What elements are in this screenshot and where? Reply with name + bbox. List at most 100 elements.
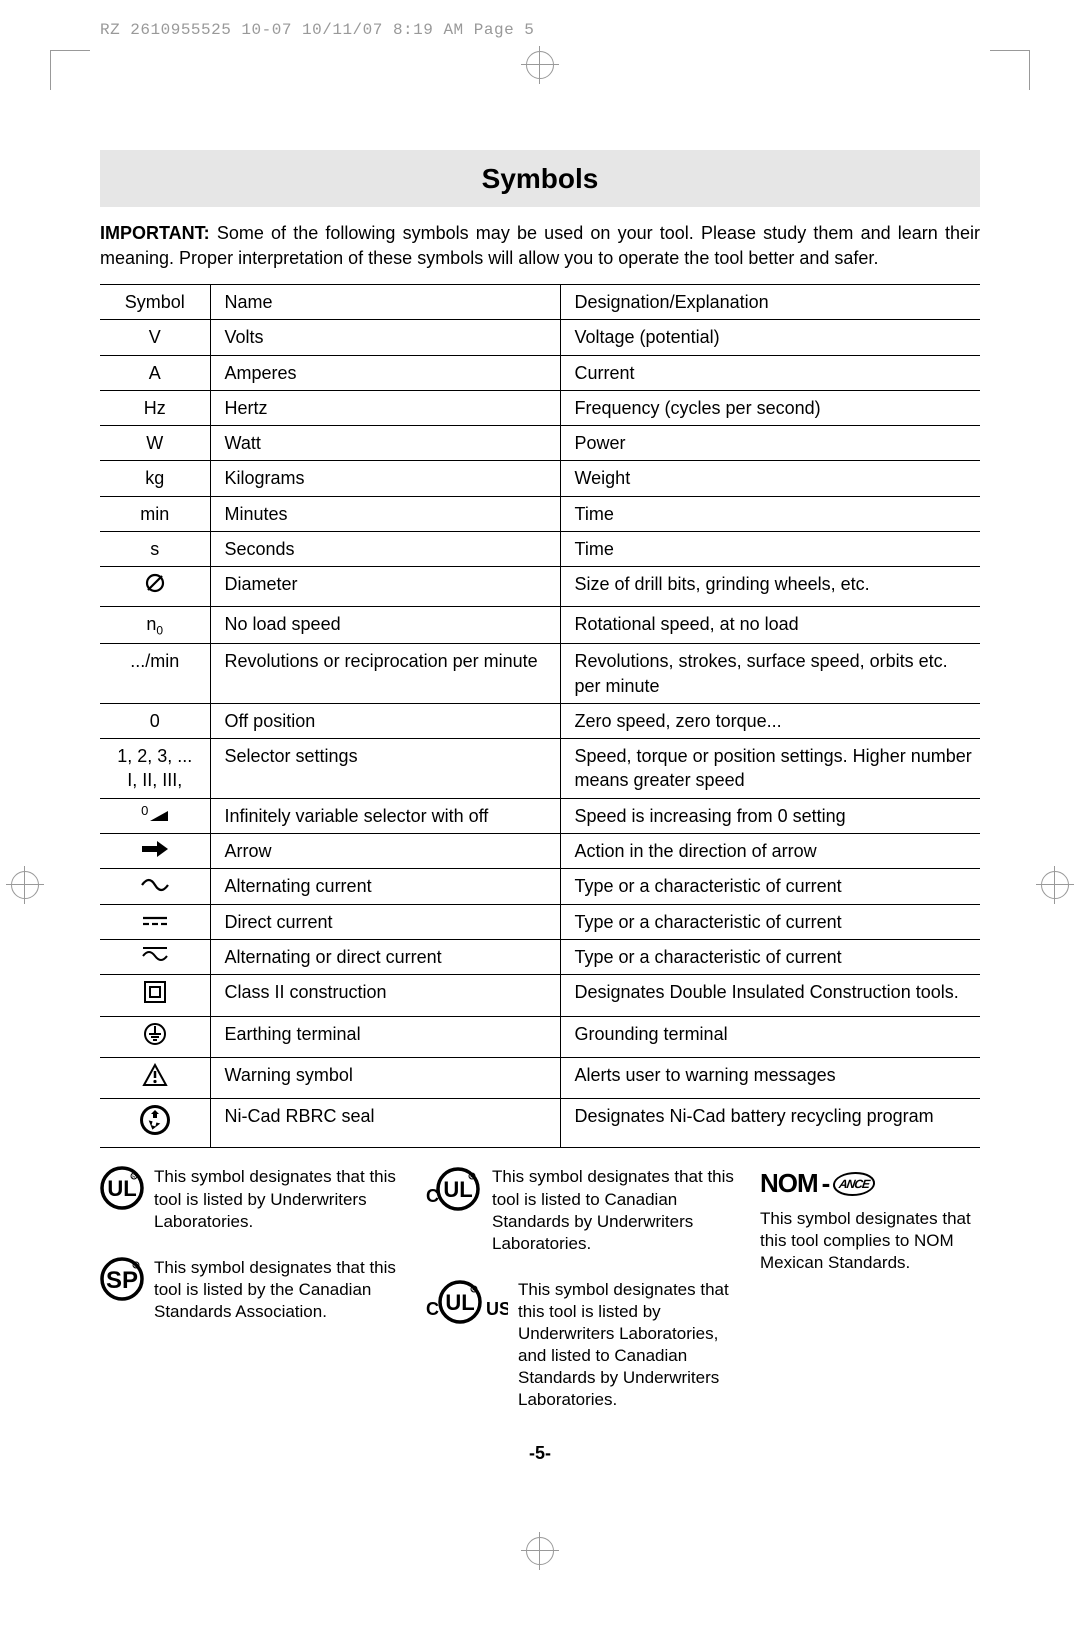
symbol-name: No load speed <box>210 606 560 644</box>
print-header: RZ 2610955525 10-07 10/11/07 8:19 AM Pag… <box>100 20 980 42</box>
svg-text:UL: UL <box>443 1177 472 1202</box>
table-header-row: SymbolNameDesignation/Explanation <box>100 284 980 319</box>
symbol-name: Revolutions or reciprocation per minute <box>210 644 560 704</box>
cert-text: This symbol designates that this tool is… <box>154 1257 400 1323</box>
symbol-text: min <box>140 504 169 524</box>
symbol-text: s <box>150 539 159 559</box>
symbol-text: kg <box>145 468 164 488</box>
symbol-name: Infinitely variable selector with off <box>210 798 560 833</box>
symbol-desc: Frequency (cycles per second) <box>560 390 980 425</box>
table-row: DiameterSize of drill bits, grinding whe… <box>100 567 980 606</box>
nom-logo-icon: NOM-ANCE <box>760 1166 980 1201</box>
symbol-name: Class II construction <box>210 975 560 1016</box>
symbol-text: .../min <box>130 651 179 671</box>
symbol-name: Ni-Cad RBRC seal <box>210 1099 560 1148</box>
table-row: .../min Revolutions or reciprocation per … <box>100 644 980 704</box>
svg-text:US: US <box>486 1299 508 1319</box>
symbol-name: Direct current <box>210 904 560 939</box>
symbol-name: Volts <box>210 320 560 355</box>
symbol-name: Watt <box>210 426 560 461</box>
symbol-text: A <box>149 363 161 383</box>
registration-mark-icon <box>525 50 555 80</box>
symbol-name: Kilograms <box>210 461 560 496</box>
symbol-desc: Designates Ni-Cad battery recycling prog… <box>560 1099 980 1148</box>
col-designation: Designation/Explanation <box>560 284 980 319</box>
table-row: 1, 2, 3, ...I, II, III,Selector settings… <box>100 739 980 799</box>
ac-icon <box>141 874 169 896</box>
table-row: n0 No load speedRotational speed, at no l… <box>100 606 980 644</box>
table-row: s SecondsTime <box>100 532 980 567</box>
symbol-name: Arrow <box>210 834 560 869</box>
table-row: Class II constructionDesignates Double I… <box>100 975 980 1016</box>
symbol-desc: Rotational speed, at no load <box>560 606 980 644</box>
crop-marks-bottom <box>100 1506 980 1566</box>
symbol-desc: Grounding terminal <box>560 1016 980 1057</box>
table-row: Warning symbolAlerts user to warning mes… <box>100 1057 980 1098</box>
cert-ul: ULR This symbol designates that this too… <box>100 1166 400 1232</box>
crop-marks-top <box>100 50 980 90</box>
symbol-desc: Type or a characteristic of current <box>560 939 980 974</box>
symbol-desc: Revolutions, strokes, surface speed, orb… <box>560 644 980 704</box>
table-row: Earthing terminalGrounding terminal <box>100 1016 980 1057</box>
cert-nom: NOM-ANCE This symbol designates that thi… <box>760 1166 980 1273</box>
cert-cul: CULR This symbol designates that this to… <box>420 1166 740 1254</box>
svg-text:SP: SP <box>106 1267 138 1294</box>
registration-mark-icon <box>10 870 40 900</box>
important-paragraph: IMPORTANT: Some of the following symbols… <box>100 221 980 270</box>
rbrc-icon <box>139 1104 171 1140</box>
symbol-desc: Type or a characteristic of current <box>560 869 980 904</box>
warning-icon <box>142 1063 168 1091</box>
svg-text:R: R <box>470 1175 474 1181</box>
col-name: Name <box>210 284 560 319</box>
symbol-text: W <box>146 433 163 453</box>
table-row: Alternating currentType or a characteris… <box>100 869 980 904</box>
symbol-desc: Action in the direction of arrow <box>560 834 980 869</box>
table-row: minMinutesTime <box>100 496 980 531</box>
page-title: Symbols <box>100 150 980 208</box>
svg-text:UL: UL <box>445 1290 474 1315</box>
symbol-name: Seconds <box>210 532 560 567</box>
symbol-text: V <box>149 327 161 347</box>
cert-text: This symbol designates that this tool is… <box>518 1279 740 1412</box>
table-row: Direct currentType or a characteristic o… <box>100 904 980 939</box>
cert-text: This symbol designates that this tool co… <box>760 1208 980 1274</box>
symbols-table: SymbolNameDesignation/Explanation V VoltsV… <box>100 284 980 1148</box>
svg-text:R: R <box>132 1175 136 1181</box>
symbol-desc: Alerts user to warning messages <box>560 1057 980 1098</box>
csa-logo-icon: SPR <box>100 1257 144 1307</box>
symbol-desc: Speed, torque or position settings. High… <box>560 739 980 799</box>
symbol-desc: Type or a characteristic of current <box>560 904 980 939</box>
page-number: -5- <box>100 1441 980 1465</box>
symbol-desc: Time <box>560 532 980 567</box>
symbol-name: Diameter <box>210 567 560 606</box>
class2-icon <box>143 980 167 1008</box>
important-label: IMPORTANT: <box>100 223 210 243</box>
table-row: kgKilogramsWeight <box>100 461 980 496</box>
cul-logo-icon: CULR <box>420 1166 482 1218</box>
certifications-section: ULR This symbol designates that this too… <box>100 1166 980 1411</box>
ul-logo-icon: ULR <box>100 1166 144 1216</box>
table-row: ArrowAction in the direction of arrow <box>100 834 980 869</box>
symbol-text: 0 <box>150 711 160 731</box>
table-row: Ni-Cad RBRC sealDesignates Ni-Cad batter… <box>100 1099 980 1148</box>
svg-text:R: R <box>134 1263 138 1269</box>
diameter-icon <box>144 572 166 598</box>
dc-icon <box>141 910 169 932</box>
symbol-name: Hertz <box>210 390 560 425</box>
table-row: 0Off positionZero speed, zero torque... <box>100 703 980 738</box>
symbol-name: Earthing terminal <box>210 1016 560 1057</box>
symbol-desc: Speed is increasing from 0 setting <box>560 798 980 833</box>
cert-text: This symbol designates that this tool is… <box>154 1166 400 1232</box>
table-row: 0Infinitely variable selector with offSp… <box>100 798 980 833</box>
cert-culus: CULRUS This symbol designates that this … <box>420 1279 740 1412</box>
symbol-name: Alternating current <box>210 869 560 904</box>
arrow-icon <box>142 839 168 861</box>
symbol-name: Warning symbol <box>210 1057 560 1098</box>
symbol-text: Hz <box>144 398 166 418</box>
col-symbol: Symbol <box>100 284 210 319</box>
symbol-desc: Designates Double Insulated Construction… <box>560 975 980 1016</box>
earth-icon <box>143 1022 167 1050</box>
symbol-desc: Voltage (potential) <box>560 320 980 355</box>
cert-csa: SPR This symbol designates that this too… <box>100 1257 400 1323</box>
symbol-text: n0 <box>146 614 163 634</box>
